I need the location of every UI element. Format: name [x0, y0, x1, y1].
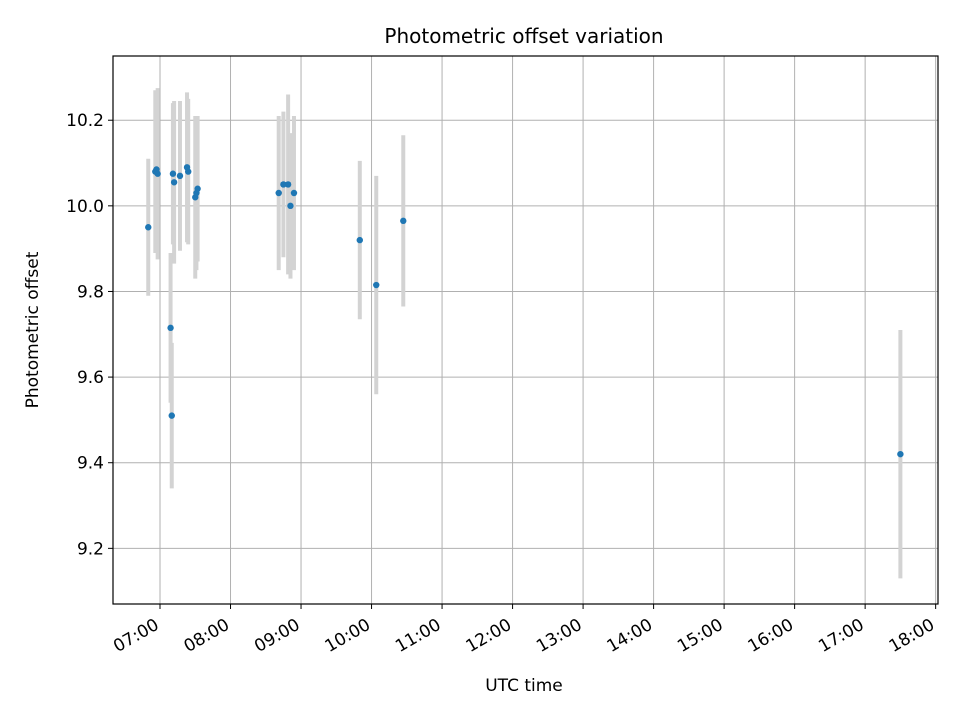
data-point [170, 179, 178, 186]
data-point [145, 224, 152, 231]
y-tick-label: 9.8 [77, 282, 104, 302]
y-tick-label: 9.2 [77, 539, 104, 559]
x-axis-label: UTC time [485, 676, 563, 696]
x-tick-label: 09:00 [251, 615, 303, 657]
y-tick-label: 10.2 [66, 111, 104, 131]
y-axis-label: Photometric offset [23, 251, 43, 408]
grid [113, 56, 938, 604]
x-tick-label: 13:00 [533, 615, 585, 657]
data-point [284, 181, 292, 188]
x-axis-ticks: 07:00 08:00 09:00 10:00 11:00 12:00 13:00 14:00… [110, 604, 938, 657]
data-point [287, 202, 294, 210]
data-point [400, 217, 407, 225]
x-tick-label: 12:00 [463, 615, 515, 657]
data-points [145, 164, 904, 458]
y-tick-label: 9.4 [77, 454, 104, 474]
chart-title: Photometric offset variation [384, 24, 663, 48]
y-tick-label: 9.6 [77, 368, 104, 388]
x-tick-label: 11:00 [392, 615, 444, 657]
data-point [356, 236, 363, 244]
data-point [154, 170, 161, 177]
x-tick-label: 14:00 [604, 615, 656, 657]
x-tick-label: 10:00 [322, 615, 374, 657]
error-bars [146, 88, 903, 579]
data-point [373, 281, 380, 289]
data-point [280, 181, 287, 188]
x-tick-label: 15:00 [674, 615, 726, 657]
y-tick-label: 10.0 [66, 197, 104, 217]
data-point [168, 412, 175, 419]
data-point [897, 450, 904, 458]
data-point [169, 170, 177, 177]
x-tick-label: 08:00 [181, 615, 233, 657]
data-point [290, 189, 298, 197]
data-point [275, 189, 282, 197]
data-point [194, 185, 201, 192]
data-point [185, 168, 192, 175]
x-tick-label: 18:00 [886, 615, 938, 657]
x-tick-label: 16:00 [745, 615, 797, 657]
x-tick-label: 17:00 [815, 615, 867, 657]
plot-frame [112, 55, 939, 605]
data-point [176, 172, 184, 180]
data-point [167, 324, 174, 332]
y-axis-ticks: 9.2 9.4 9.6 9.8 10.0 10.2 [66, 111, 113, 559]
x-tick-label: 07:00 [110, 615, 162, 657]
